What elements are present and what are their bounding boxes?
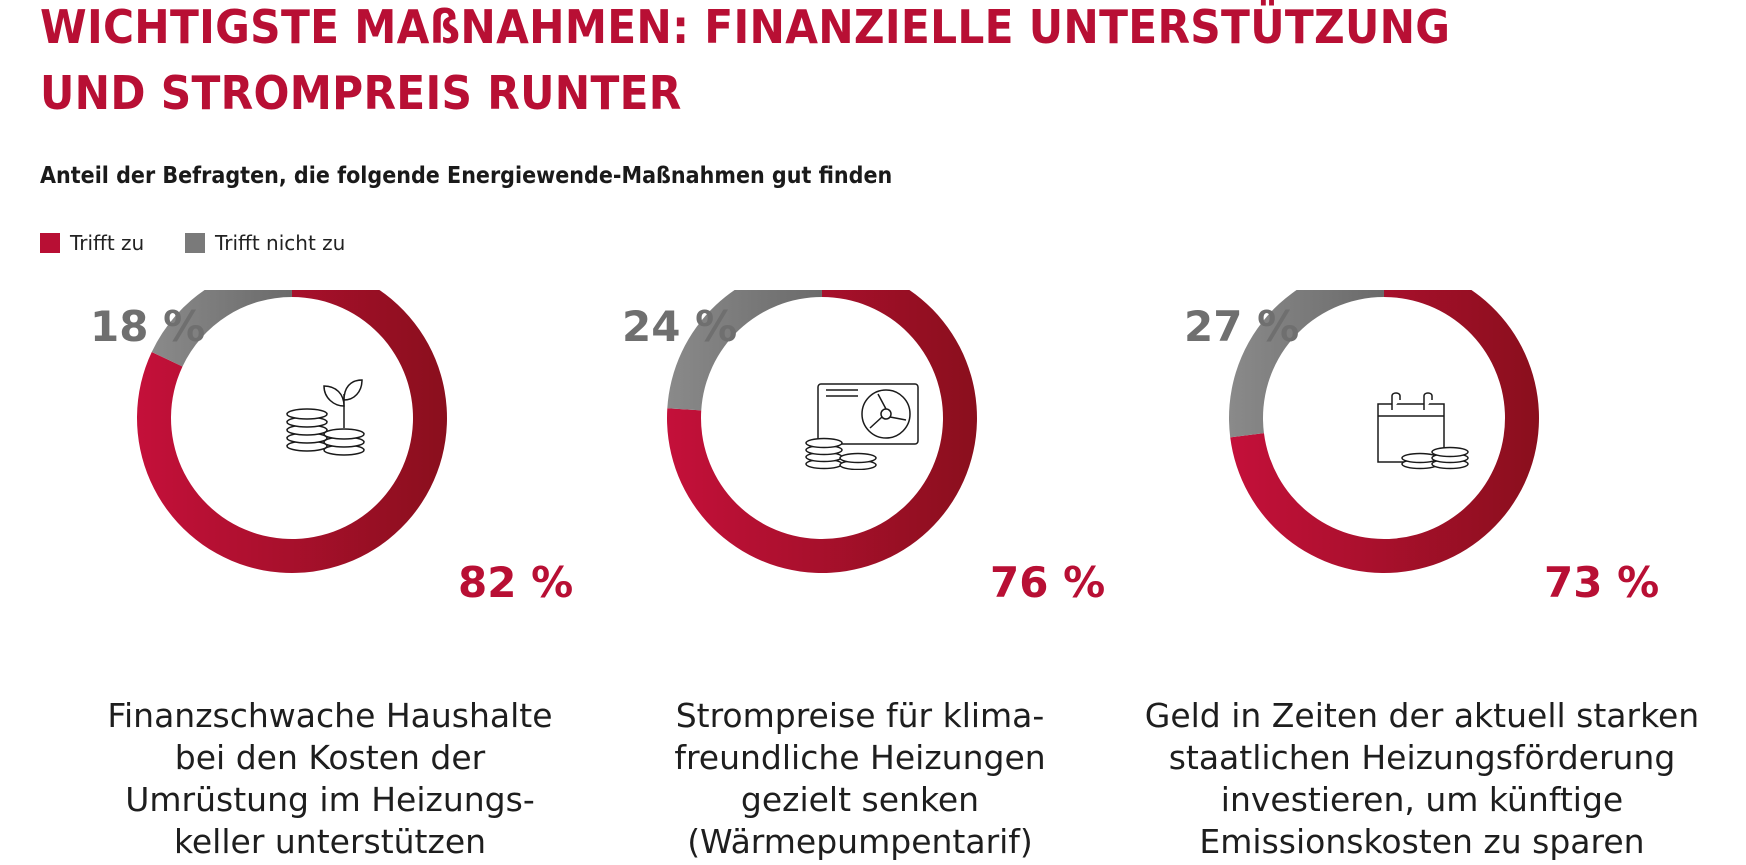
caption-1-line-1: Finanzschwache Haushalte	[107, 696, 553, 735]
no-percentage-label-2: 24 %	[622, 302, 738, 351]
caption-1-line-4: keller unterstützen	[173, 822, 487, 861]
donut-panel-3: 27 % 73 % Geld in Zeiten der aktuell sta…	[1142, 290, 1702, 865]
donut-slice-no	[667, 290, 822, 411]
chart-title: WICHTIGSTE MAßNAHMEN: FINANZIELLE UNTERS…	[40, 0, 1450, 126]
legend-swatch-no	[185, 233, 205, 253]
chart-subtitle: Anteil der Befragten, die folgende Energ…	[40, 163, 893, 189]
donut-chart-3	[1229, 290, 1539, 573]
legend-label-no: Trifft nicht zu	[215, 231, 346, 255]
donut-panel-1: 18 % 82 % Finanzschwache Haushalte bei d…	[50, 290, 610, 865]
legend-label-yes: Trifft zu	[70, 231, 145, 255]
donut-chart-1	[137, 290, 447, 573]
donut-slice-no	[151, 290, 292, 367]
caption-3-line-3: investieren, um künftige	[1220, 780, 1624, 819]
caption-1: Finanzschwache Haushalte bei den Kosten …	[50, 695, 610, 863]
yes-percentage-label-1: 82 %	[458, 558, 574, 607]
calendar-coins-icon	[1377, 392, 1469, 470]
caption-1-line-2: bei den Kosten der	[174, 738, 486, 777]
legend-item-no: Trifft nicht zu	[185, 231, 345, 255]
caption-1-line-3: Umrüstung im Heizungs-	[125, 780, 535, 819]
legend-item-yes: Trifft zu	[40, 231, 144, 255]
chart-title-line-2: UND STROMPREIS RUNTER	[40, 66, 682, 120]
no-percentage-label-3: 27 %	[1184, 302, 1300, 351]
caption-3-line-2: staatlichen Heizungsförderung	[1168, 738, 1676, 777]
caption-3-line-1: Geld in Zeiten der aktuell starken	[1144, 696, 1700, 735]
caption-2: Strompreise für klima- freundliche Heizu…	[580, 695, 1140, 863]
donut-slice-no	[1229, 290, 1384, 438]
caption-2-line-2: freundliche Heizungen	[674, 738, 1046, 777]
yes-percentage-label-3: 73 %	[1544, 558, 1660, 607]
heat-pump-coins-icon	[805, 383, 919, 470]
yes-percentage-label-2: 76 %	[990, 558, 1106, 607]
donut-chart-2	[667, 290, 977, 573]
caption-3: Geld in Zeiten der aktuell starken staat…	[1142, 695, 1702, 863]
caption-3-line-4: Emissionskosten zu sparen	[1199, 822, 1645, 861]
legend-swatch-yes	[40, 233, 60, 253]
caption-2-line-1: Strompreise für klima-	[675, 696, 1045, 735]
no-percentage-label-1: 18 %	[90, 302, 206, 351]
caption-2-line-3: gezielt senken	[740, 780, 980, 819]
chart-title-line-1: WICHTIGSTE MAßNAHMEN: FINANZIELLE UNTERS…	[40, 0, 1451, 54]
coins-plant-icon	[286, 379, 365, 456]
donut-panel-2: 24 % 76 % Strompreise für klima- freundl…	[580, 290, 1140, 865]
caption-2-line-4: (Wärmepumpentarif)	[687, 822, 1033, 861]
